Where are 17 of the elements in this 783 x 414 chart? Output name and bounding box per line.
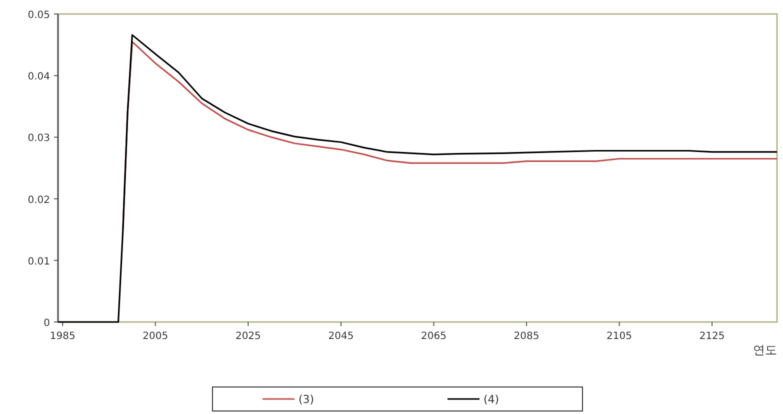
legend-label: (3) xyxy=(298,393,314,406)
y-tick-label: 0.02 xyxy=(28,194,50,206)
x-tick-label: 2125 xyxy=(699,331,725,342)
y-tick-label: 0.03 xyxy=(28,133,50,144)
x-tick-label: 2045 xyxy=(328,331,354,342)
y-tick-label: 0.05 xyxy=(28,10,50,21)
y-tick-label: 0.01 xyxy=(28,256,50,268)
x-tick-label: 2085 xyxy=(514,331,540,342)
x-tick-label: 2005 xyxy=(142,331,168,342)
y-tick-label: 0.04 xyxy=(28,72,50,83)
x-tick-label: 2065 xyxy=(421,331,446,342)
legend-label: (4) xyxy=(484,393,500,406)
x-tick-label: 1985 xyxy=(50,331,76,342)
x-tick-label: 2105 xyxy=(606,331,632,342)
x-axis-title: 연도 xyxy=(753,343,777,357)
x-tick-label: 2025 xyxy=(235,331,261,342)
y-tick-label: 0 xyxy=(44,318,50,329)
